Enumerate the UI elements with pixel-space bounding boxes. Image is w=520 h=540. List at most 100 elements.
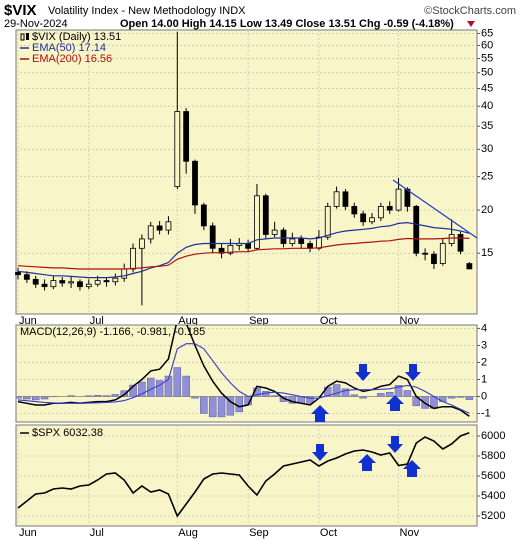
down-indicator xyxy=(467,21,475,27)
panel-title: MACD(12,26,9) -1.166, -0.981, -0.185 xyxy=(20,326,205,338)
x-tick-label: Oct xyxy=(320,527,337,539)
legend-label: $VIX (Daily) 13.51 xyxy=(32,31,121,43)
candle-body xyxy=(209,225,216,249)
x-tick-label: Jun xyxy=(19,315,37,327)
candle-body xyxy=(404,188,411,207)
y-tick-label: 45 xyxy=(481,82,493,94)
legend-icon xyxy=(26,33,29,40)
arrow-up xyxy=(403,460,421,477)
candle-body xyxy=(324,205,331,238)
y-tick-label: 5200 xyxy=(481,510,505,522)
candle-body xyxy=(41,283,48,288)
candle-body xyxy=(413,205,420,254)
candle-body xyxy=(156,225,163,231)
arrow-up xyxy=(358,454,376,471)
security-name: Volatility Index - New Methodology INDX xyxy=(48,5,246,17)
annotations xyxy=(311,179,478,477)
candle-body xyxy=(94,280,101,285)
series-line xyxy=(17,343,470,414)
candle-body xyxy=(351,205,358,215)
candle-body xyxy=(280,229,287,244)
x-tick-label: Jul xyxy=(90,527,104,539)
candle-body xyxy=(369,217,375,223)
histogram-bar xyxy=(23,396,31,400)
candle-body xyxy=(112,277,119,283)
histogram-bar xyxy=(200,396,208,414)
candle-body xyxy=(254,195,260,249)
candle-body xyxy=(431,253,437,264)
y-tick-label: 35 xyxy=(481,120,493,132)
candle-body xyxy=(183,111,190,162)
histogram-bar xyxy=(173,367,182,397)
candle-body xyxy=(227,245,234,254)
histogram-bar xyxy=(377,393,385,397)
candle-body xyxy=(77,281,83,288)
y-tick-label: 5400 xyxy=(481,490,505,502)
candle-body xyxy=(271,229,278,235)
x-tick-label: Oct xyxy=(320,315,337,327)
candle-body xyxy=(466,263,473,270)
y-tick-label: 20 xyxy=(481,204,493,216)
candle-body xyxy=(50,280,57,288)
histogram-bar xyxy=(403,390,412,397)
panel-background xyxy=(15,29,478,315)
histogram-bar xyxy=(332,384,341,397)
candle-body xyxy=(439,243,446,264)
candle-body xyxy=(307,243,313,249)
series-line xyxy=(17,237,470,270)
legend-icon xyxy=(20,33,25,41)
panel-title: $SPX 6032.38 xyxy=(32,427,103,439)
candle-body xyxy=(174,111,181,187)
candle-body xyxy=(85,283,92,288)
candle-body xyxy=(130,247,136,270)
histogram-bar xyxy=(465,396,474,400)
y-tick-label: 0 xyxy=(481,390,487,402)
x-tick-label: Aug xyxy=(178,315,198,327)
arrow-down xyxy=(355,364,371,381)
y-tick-label: 40 xyxy=(481,100,493,112)
candle-body xyxy=(32,278,39,285)
panel-background xyxy=(15,424,478,527)
candle-body xyxy=(15,271,21,276)
histogram-bar xyxy=(40,396,49,400)
candle-body xyxy=(315,236,322,249)
histogram-bar xyxy=(182,375,190,397)
series-line xyxy=(17,432,470,518)
series-line xyxy=(17,325,470,417)
y-tick-label: 60 xyxy=(481,39,493,51)
x-tick-label: Nov xyxy=(400,315,420,327)
legend-label: EMA(200) 16.56 xyxy=(32,53,112,65)
candle-body xyxy=(147,225,154,240)
y-tick-label: 55 xyxy=(481,52,493,64)
candle-body xyxy=(377,205,384,219)
arrow-down xyxy=(405,364,421,381)
arrow-down xyxy=(387,436,403,453)
y-tick-label: 50 xyxy=(481,67,493,79)
x-tick-label: Sep xyxy=(249,527,269,539)
candle-body xyxy=(68,281,74,284)
candle-body xyxy=(245,243,252,249)
x-tick-label: Jun xyxy=(19,527,37,539)
candle-body xyxy=(360,213,367,223)
histogram-bar xyxy=(147,377,155,397)
arrow-down xyxy=(312,444,328,461)
y-tick-label: 5800 xyxy=(481,450,505,462)
trend-line xyxy=(392,179,478,239)
arrow-up xyxy=(386,395,404,411)
y-tick-label: 2 xyxy=(481,356,487,368)
candle-body xyxy=(457,234,464,252)
quote: Open 14.00 High 14.15 Low 13.49 Close 13… xyxy=(120,18,454,30)
y-tick-label: 65 xyxy=(481,27,493,39)
y-tick-label: -1 xyxy=(481,407,491,419)
y-tick-label: 25 xyxy=(481,171,493,183)
series-line xyxy=(17,221,470,279)
candle-body xyxy=(121,268,128,279)
histogram-bar xyxy=(155,380,164,397)
y-tick-label: 3 xyxy=(481,339,487,351)
candle-body xyxy=(333,191,340,207)
candle-body xyxy=(298,238,305,244)
histogram-bar xyxy=(385,391,394,397)
y-tick-label: 30 xyxy=(481,143,493,155)
date: 29-Nov-2024 xyxy=(4,18,68,30)
